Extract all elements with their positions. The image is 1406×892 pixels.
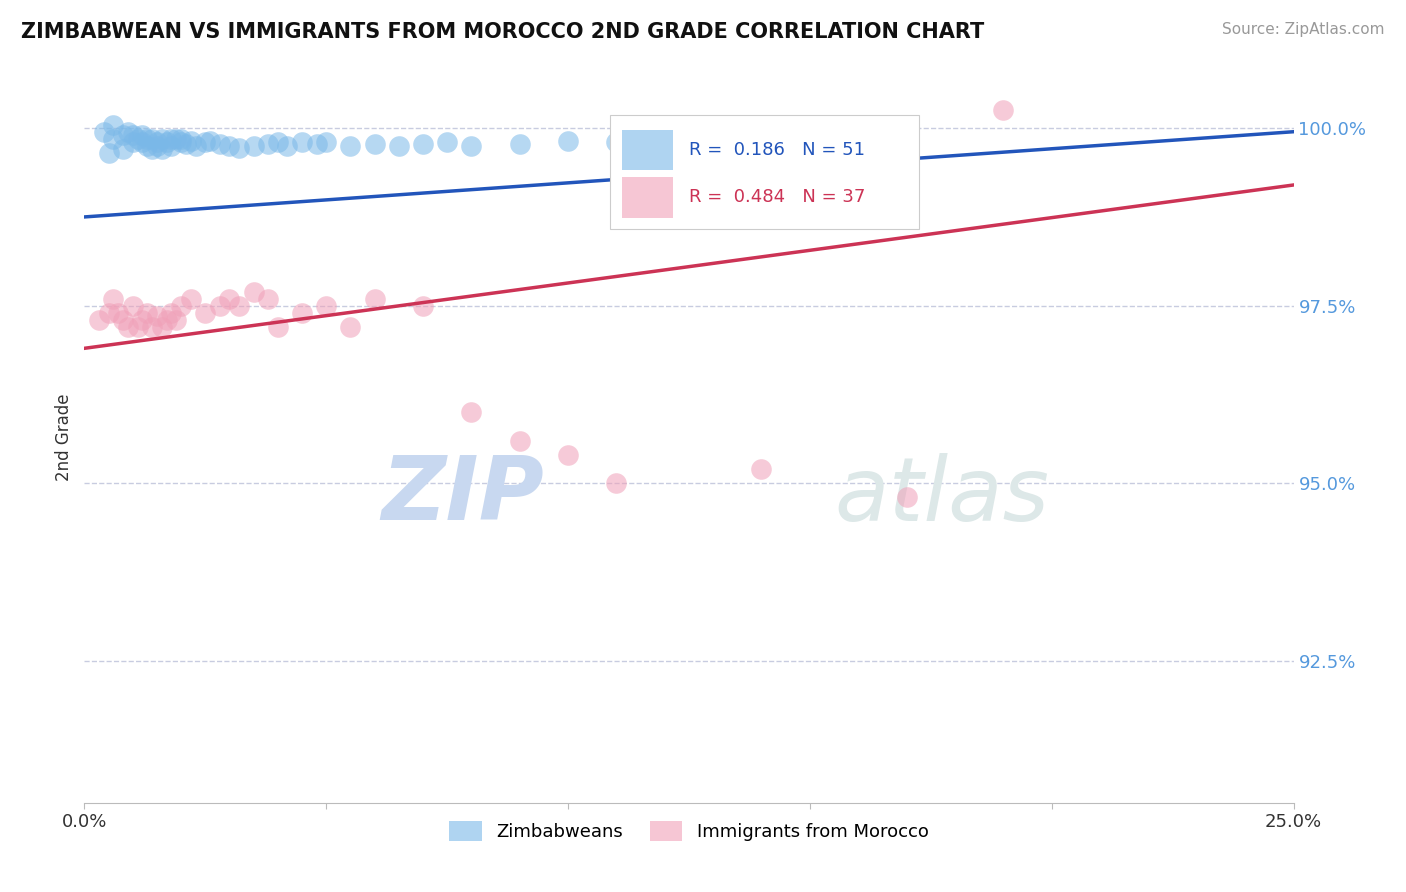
Text: atlas: atlas (834, 452, 1049, 539)
Point (136, 132, 159, 146)
Point (218, 292, 240, 306)
Point (165, 132, 187, 146)
Point (257, 292, 280, 306)
FancyBboxPatch shape (623, 178, 673, 218)
Point (93, 125, 115, 139)
Point (509, 434, 531, 448)
Point (557, 448, 579, 462)
Point (112, 313, 135, 327)
Point (107, 306, 129, 320)
Point (103, 132, 125, 146)
Point (170, 299, 193, 313)
Text: ZIP: ZIP (381, 452, 544, 539)
Point (339, 139, 361, 153)
Point (103, 292, 125, 306)
Point (363, 136, 385, 151)
Point (117, 320, 139, 334)
Point (412, 136, 434, 151)
Point (605, 476, 627, 491)
Point (194, 136, 217, 150)
Point (131, 136, 153, 150)
Point (141, 320, 163, 334)
FancyBboxPatch shape (623, 130, 673, 170)
Point (136, 306, 159, 320)
FancyBboxPatch shape (610, 115, 918, 228)
Point (228, 141, 250, 155)
Point (97, 146, 120, 161)
Point (605, 136, 627, 150)
Point (87, 313, 110, 327)
Point (165, 313, 187, 327)
Point (146, 139, 169, 153)
Legend: Zimbabweans, Immigrants from Morocco: Zimbabweans, Immigrants from Morocco (441, 814, 936, 848)
Point (103, 118, 125, 132)
Point (751, 462, 773, 476)
Point (127, 320, 149, 334)
Point (174, 136, 197, 151)
Point (160, 132, 183, 146)
Point (121, 136, 143, 150)
Point (305, 136, 328, 151)
Text: ZIMBABWEAN VS IMMIGRANTS FROM MOROCCO 2ND GRADE CORRELATION CHART: ZIMBABWEAN VS IMMIGRANTS FROM MOROCCO 2N… (21, 22, 984, 42)
Point (97, 306, 120, 320)
Point (460, 405, 482, 419)
Y-axis label: 2nd Grade: 2nd Grade (55, 393, 73, 481)
Point (131, 128, 153, 143)
Point (160, 306, 183, 320)
Point (242, 139, 264, 153)
Point (170, 132, 193, 146)
Point (412, 299, 434, 313)
Point (291, 306, 314, 320)
Point (993, 103, 1015, 118)
Point (228, 299, 250, 313)
Point (180, 134, 202, 148)
Point (170, 136, 193, 150)
Point (267, 136, 290, 150)
Point (896, 132, 918, 146)
Text: R =  0.186   N = 51: R = 0.186 N = 51 (689, 141, 865, 159)
Point (194, 306, 217, 320)
Point (557, 134, 579, 148)
Point (460, 139, 482, 153)
Point (509, 136, 531, 151)
Point (121, 128, 143, 143)
Point (242, 285, 264, 299)
Point (112, 143, 135, 157)
Point (155, 136, 177, 150)
Point (208, 136, 231, 151)
Point (276, 139, 298, 153)
Point (136, 139, 159, 153)
Point (198, 134, 221, 148)
Point (315, 136, 337, 150)
Point (267, 320, 290, 334)
Point (180, 292, 202, 306)
Point (218, 139, 240, 153)
Point (315, 299, 337, 313)
Point (146, 310, 169, 324)
Point (291, 136, 314, 150)
Point (160, 139, 183, 153)
Point (150, 320, 173, 334)
Text: R =  0.484   N = 37: R = 0.484 N = 37 (689, 188, 865, 206)
Point (436, 136, 458, 150)
Point (257, 136, 280, 151)
Point (363, 292, 385, 306)
Point (208, 299, 231, 313)
Point (388, 139, 411, 153)
Point (146, 136, 169, 150)
Point (150, 132, 173, 146)
Point (896, 491, 918, 505)
Text: Source: ZipAtlas.com: Source: ZipAtlas.com (1222, 22, 1385, 37)
Point (141, 132, 163, 146)
Point (339, 320, 361, 334)
Point (131, 313, 153, 327)
Point (184, 139, 207, 153)
Point (121, 299, 143, 313)
Point (150, 143, 173, 157)
Point (155, 313, 177, 327)
Point (112, 128, 135, 143)
Point (141, 143, 163, 157)
Point (127, 132, 149, 146)
Point (117, 125, 139, 139)
